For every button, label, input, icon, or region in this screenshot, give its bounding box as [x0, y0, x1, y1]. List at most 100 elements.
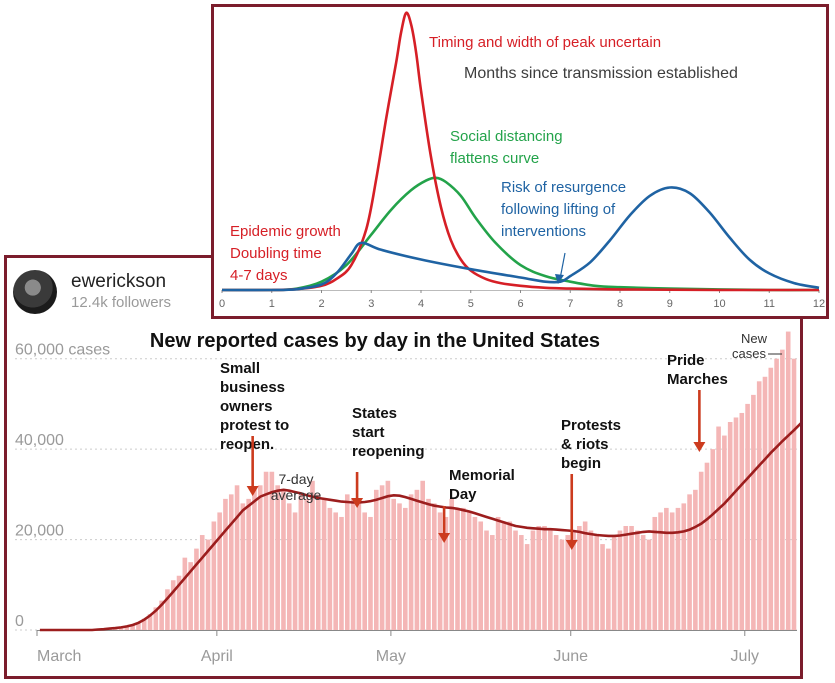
event-annotation-line: Marches: [667, 371, 728, 388]
event-annotation-line: reopening: [352, 443, 425, 460]
case-bar: [211, 521, 217, 630]
profile-header[interactable]: ewerickson 12.4k followers: [13, 270, 171, 314]
event-arrow-head: [693, 442, 706, 452]
case-bar: [681, 503, 687, 630]
resurgence-annotation-line: Risk of resurgence: [501, 179, 626, 196]
case-bar: [321, 498, 327, 630]
case-bar: [310, 480, 315, 630]
resurgence-pointer-head: [555, 274, 564, 284]
new-cases-label-line: cases: [732, 346, 766, 361]
event-annotation-line: business: [220, 379, 285, 396]
event-annotation-line: Small: [220, 360, 260, 377]
event-arrow-head: [351, 498, 364, 508]
x-tick-label: 12: [813, 298, 825, 310]
case-bar: [727, 422, 733, 630]
case-bar: [542, 526, 547, 630]
profile-followers: 12.4k followers: [71, 294, 172, 311]
case-bar: [658, 512, 663, 630]
case-bar: [571, 530, 576, 630]
y-tick-label: 40,000: [15, 432, 64, 449]
case-bar: [548, 530, 553, 630]
growth-annotation-line: Epidemic growth: [230, 223, 341, 240]
y-tick-label: 60,000 cases: [15, 342, 110, 359]
case-bar: [292, 512, 298, 630]
case-bar: [577, 526, 582, 630]
case-bar: [426, 498, 431, 630]
case-bar: [559, 539, 565, 630]
case-bar: [588, 530, 594, 630]
event-arrow-head: [438, 533, 451, 543]
avg-line: [39, 422, 800, 632]
case-bar: [228, 494, 234, 630]
case-bar: [664, 507, 669, 630]
epidemic-curve-chart: Months since transmission established 0 1…: [219, 11, 825, 310]
x-tick-label: April: [201, 648, 233, 665]
x-axis-label: Months since transmission established: [464, 65, 738, 82]
case-bar: [716, 426, 721, 630]
case-bar: [182, 557, 188, 630]
x-tick-label: June: [553, 648, 588, 665]
case-bar: [217, 512, 222, 630]
case-bar: [461, 507, 466, 630]
case-bar: [669, 512, 675, 630]
growth-annotation-line: Doubling time: [230, 245, 322, 262]
case-bar: [269, 471, 275, 630]
case-bar: [774, 358, 779, 630]
case-bar: [373, 489, 379, 630]
case-bar: [629, 526, 634, 630]
x-tick-label: 2: [318, 298, 324, 310]
case-bar: [118, 627, 124, 630]
peak-curve: [221, 11, 819, 292]
case-bar: [710, 449, 716, 630]
case-bar: [223, 498, 228, 630]
case-bar: [594, 535, 600, 630]
case-bar: [170, 580, 176, 630]
x-tick-label: 4: [418, 298, 424, 310]
flatten-annotation-line: Social distancing: [450, 128, 563, 145]
resurgence-annotation-line: interventions: [501, 223, 586, 240]
case-bar: [165, 589, 170, 630]
case-bar: [565, 535, 571, 630]
case-bar: [124, 626, 130, 630]
case-bar: [756, 381, 762, 630]
case-bar: [350, 498, 356, 630]
case-bar: [443, 516, 449, 630]
case-bar: [281, 489, 286, 630]
case-bar: [455, 507, 460, 630]
case-bar: [379, 485, 385, 630]
case-bar: [344, 494, 350, 630]
x-tick-label: 8: [617, 298, 623, 310]
person-avatar-icon[interactable]: [13, 270, 57, 314]
case-bar: [432, 503, 437, 630]
x-tick-label: 7: [567, 298, 573, 310]
case-bar: [704, 462, 710, 630]
case-bar: [176, 575, 182, 630]
case-bar: [739, 412, 745, 630]
case-bar: [600, 544, 605, 630]
case-bar: [205, 539, 211, 630]
profile-username[interactable]: ewerickson: [71, 271, 167, 292]
case-bar: [582, 521, 588, 630]
avg-label-line: 7-day: [278, 471, 313, 487]
event-annotation-line: Pride: [667, 352, 705, 369]
case-bar: [298, 494, 304, 630]
case-bar: [507, 521, 513, 630]
cases-chart-card: ewerickson 12.4k followers New reported …: [4, 255, 803, 679]
case-bar: [611, 535, 617, 630]
case-bar: [153, 607, 159, 630]
x-tick-label: 0: [219, 298, 225, 310]
event-annotation-line: States: [352, 405, 397, 422]
case-bar: [420, 480, 426, 630]
case-bar: [687, 494, 692, 630]
x-tick-label: 9: [667, 298, 673, 310]
x-tick-label: May: [376, 648, 406, 665]
case-bar: [733, 417, 739, 630]
case-bar: [252, 489, 257, 630]
case-bar: [257, 485, 263, 630]
x-tick-label: 11: [764, 298, 775, 310]
case-bar: [234, 485, 240, 630]
case-bar: [246, 498, 251, 630]
case-bar: [536, 526, 542, 630]
case-bar: [263, 471, 269, 630]
case-bar: [490, 535, 495, 630]
